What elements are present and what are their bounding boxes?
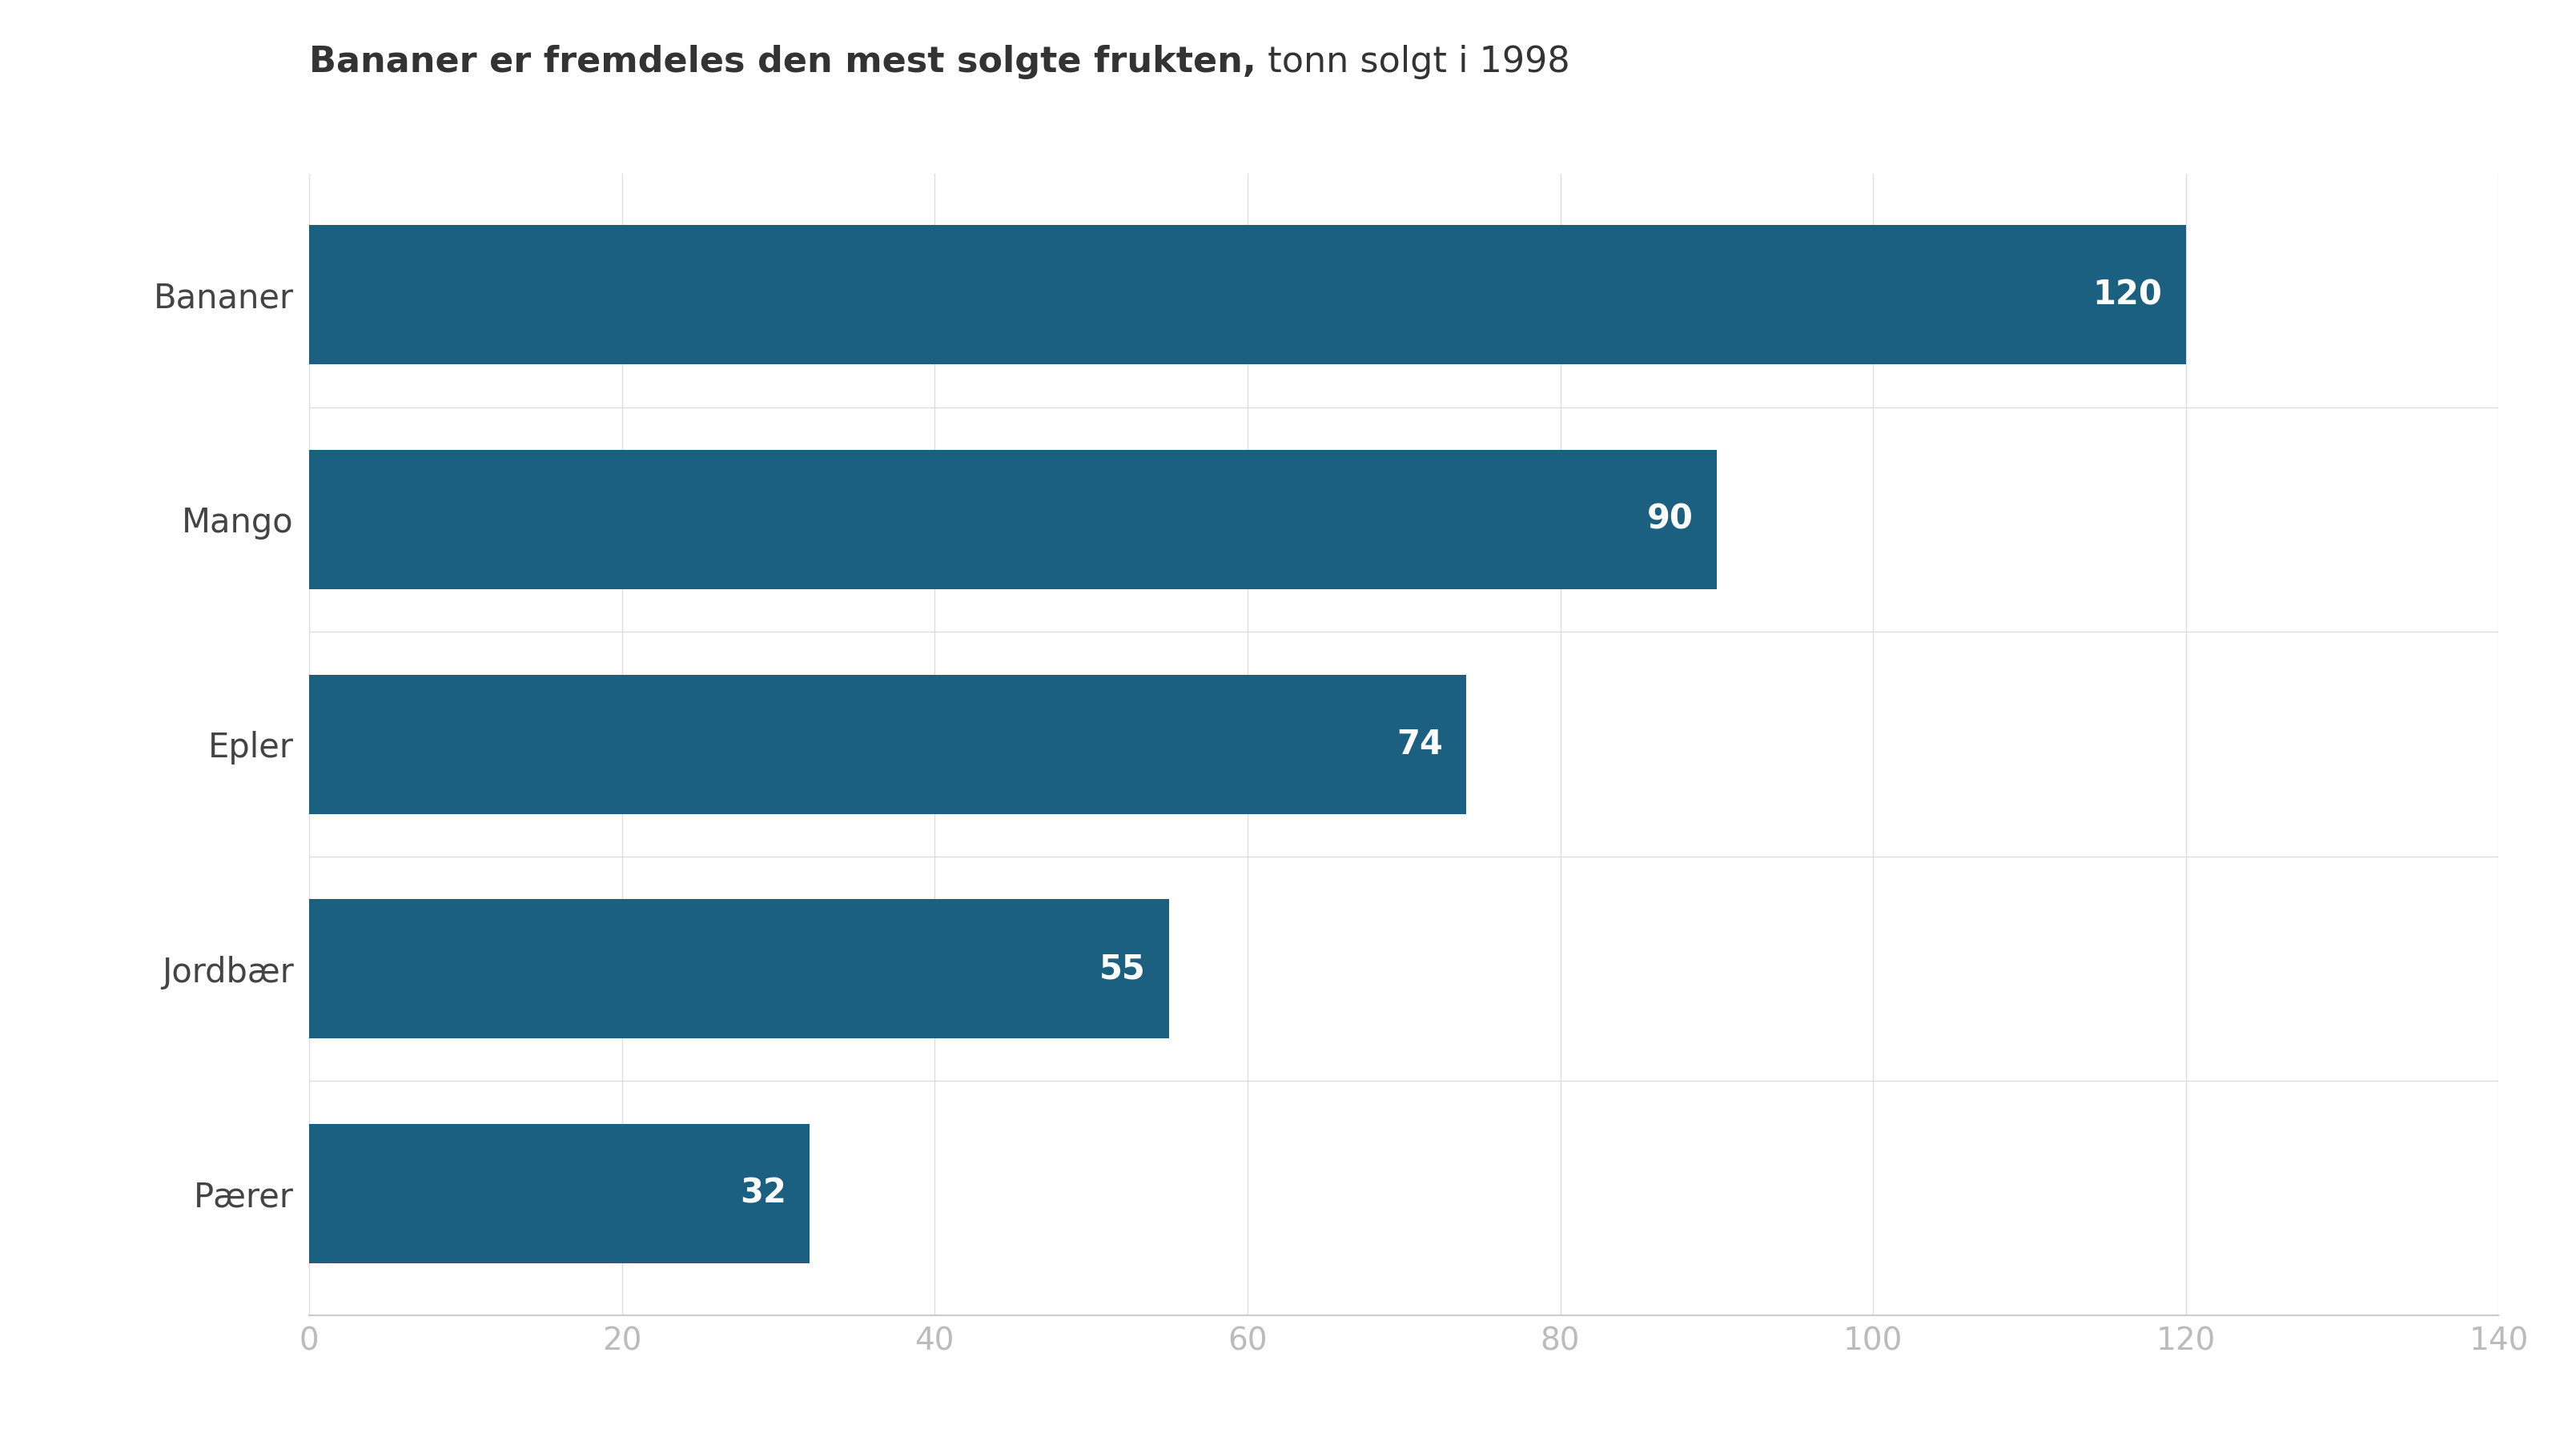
Text: 32: 32 [739,1176,786,1211]
Text: tonn solgt i 1998: tonn solgt i 1998 [1257,45,1569,79]
Text: Bananer er fremdeles den mest solgte frukten,: Bananer er fremdeles den mest solgte fru… [309,45,1257,79]
Text: 74: 74 [1396,727,1443,762]
Bar [309,899,1170,1039]
Bar [309,1124,809,1263]
Bar [309,449,1716,590]
Bar [309,225,2187,364]
Bar [309,675,1466,814]
Text: 120: 120 [2092,277,2161,312]
Text: 90: 90 [1646,503,1692,536]
Text: 55: 55 [1100,952,1146,985]
